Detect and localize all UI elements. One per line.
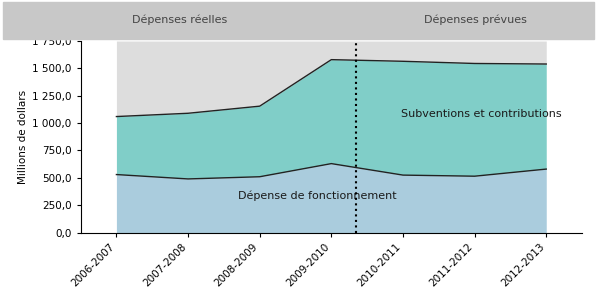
Text: Dépense de fonctionnement: Dépense de fonctionnement [238,190,396,201]
Text: Dépenses réelles: Dépenses réelles [132,15,227,25]
Y-axis label: Millions de dollars: Millions de dollars [18,90,28,184]
Text: Subventions et contributions: Subventions et contributions [401,109,562,119]
Text: Dépenses prévues: Dépenses prévues [424,15,527,25]
